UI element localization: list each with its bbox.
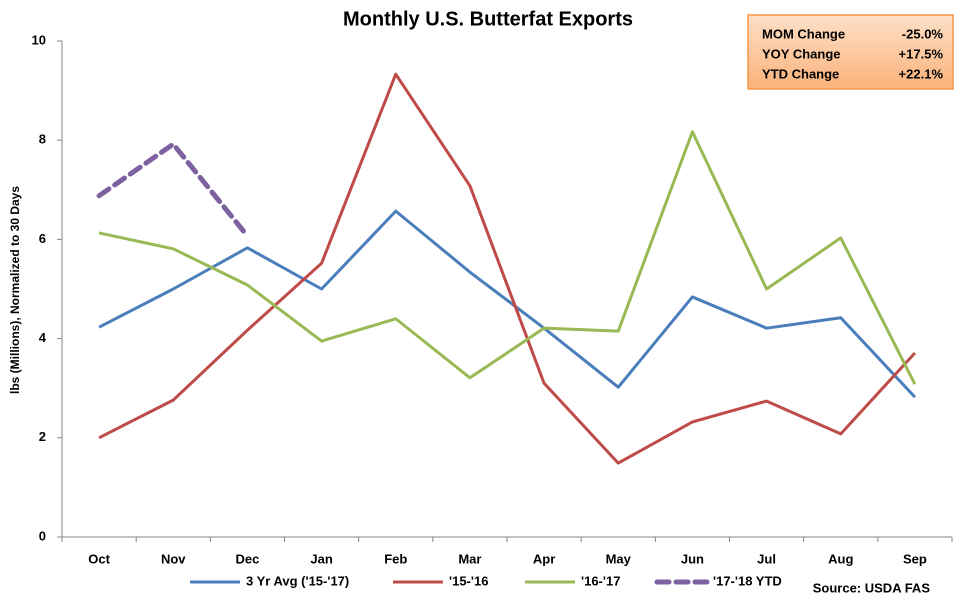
x-tick-label: Apr xyxy=(533,551,555,566)
y-tick-label: 2 xyxy=(39,429,46,444)
legend-label: 3 Yr Avg ('15-'17) xyxy=(246,573,349,588)
legend-label: '17-'18 YTD xyxy=(713,573,782,588)
info-box xyxy=(747,14,954,90)
x-tick-label: Jan xyxy=(310,551,332,566)
x-tick-label: May xyxy=(606,551,632,566)
info-value: -25.0% xyxy=(902,26,944,41)
y-tick-label: 4 xyxy=(39,330,47,345)
y-tick-label: 8 xyxy=(39,132,46,147)
legend-label: '16-'17 xyxy=(581,573,620,588)
x-tick-label: Jul xyxy=(757,551,776,566)
info-value: +17.5% xyxy=(899,46,944,61)
source: Source: USDA FAS xyxy=(813,580,931,595)
series-line xyxy=(98,72,917,465)
x-tick-label: Feb xyxy=(384,551,407,566)
info-label: MOM Change xyxy=(762,26,845,41)
x-tick-label: Mar xyxy=(458,551,481,566)
x-tick-label: Aug xyxy=(828,551,853,566)
x-tick-label: Dec xyxy=(235,551,259,566)
y-tick-label: 6 xyxy=(39,231,46,246)
y-axis-label: lbs (Millions), Normalized to 30 Days xyxy=(8,186,22,394)
x-tick-label: Sep xyxy=(903,551,927,566)
series-line xyxy=(98,209,917,399)
y-tick-label: 0 xyxy=(39,528,46,543)
x-tick-label: Nov xyxy=(161,551,186,566)
series-line xyxy=(96,141,250,239)
info-label: YTD Change xyxy=(762,66,839,81)
chart-title: Monthly U.S. Butterfat Exports xyxy=(343,8,633,30)
y-tick-label: 10 xyxy=(32,32,46,47)
legend-label: '15-'16 xyxy=(449,573,488,588)
x-tick-label: Oct xyxy=(88,551,110,566)
info-value: +22.1% xyxy=(899,66,944,81)
info-label: YOY Change xyxy=(762,46,841,61)
x-tick-label: Jun xyxy=(681,551,704,566)
series-line xyxy=(98,130,917,385)
